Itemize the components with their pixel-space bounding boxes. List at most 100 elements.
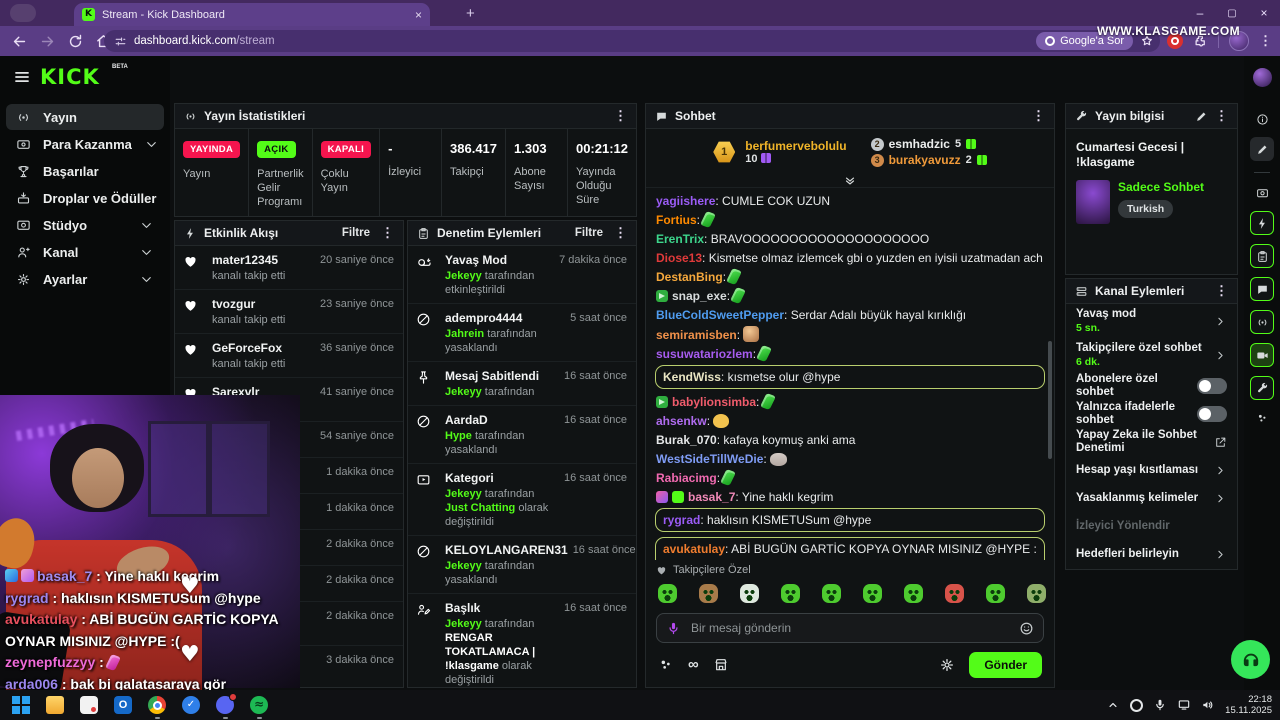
chat-username[interactable]: Burak_070 (656, 433, 717, 447)
toggle-3[interactable] (1197, 406, 1227, 422)
identity-dots-icon[interactable] (658, 657, 674, 673)
message-input[interactable] (689, 620, 1011, 636)
moderation-row[interactable]: Kategori Jekeyy tarafından Just Chatting… (408, 464, 636, 536)
chat-username[interactable]: babylionsimba (672, 395, 757, 409)
activity-menu-icon[interactable]: ⋮ (381, 225, 394, 240)
category-thumbnail[interactable] (1076, 180, 1110, 224)
chat-username[interactable]: yagiishere (656, 194, 716, 208)
channel-action-1[interactable]: Takipçilere özel sohbet 6 dk. (1066, 338, 1237, 372)
reload-icon[interactable] (67, 33, 84, 50)
chat-username[interactable]: DestanBing (656, 270, 723, 284)
extensions-puzzle-icon[interactable] (1193, 34, 1208, 49)
tab-close-icon[interactable]: × (414, 7, 422, 22)
send-button[interactable]: Gönder (969, 652, 1042, 678)
quick-emote-zombie[interactable] (1027, 584, 1046, 603)
window-minimize-button[interactable]: – (1196, 6, 1204, 20)
channel-actions-menu-icon[interactable]: ⋮ (1215, 283, 1228, 298)
microphone-icon[interactable] (666, 621, 681, 636)
hamburger-menu-icon[interactable] (13, 68, 31, 86)
back-icon[interactable] (11, 33, 28, 50)
channel-action-4[interactable]: Yapay Zeka ile Sohbet Denetimi (1066, 428, 1237, 456)
quick-emote-calm[interactable] (781, 584, 800, 603)
chat-username[interactable]: rygrad (663, 513, 701, 527)
leaderboard-collapse-button[interactable] (646, 175, 1054, 188)
taskbar-discord-icon[interactable] (216, 693, 237, 719)
sidebar-item-6[interactable]: Ayarlar (6, 266, 164, 292)
rail-wrench-button[interactable] (1250, 376, 1274, 400)
window-close-button[interactable]: × (1260, 6, 1268, 20)
sidebar-item-1[interactable]: Para Kazanma (6, 131, 164, 157)
window-maximize-button[interactable]: ▢ (1227, 7, 1237, 19)
moderation-row[interactable]: Mesaj Sabitlendi Jekeyy tarafından 16 sa… (408, 362, 636, 406)
rail-video-button[interactable] (1250, 343, 1274, 367)
volume-icon[interactable] (1201, 698, 1215, 712)
rail-studio-button[interactable] (1250, 184, 1274, 202)
tray-chevron-icon[interactable] (1106, 698, 1120, 712)
channel-action-3[interactable]: Yalnızca ifadelerle sohbet (1066, 400, 1237, 428)
taskbar-explorer-icon[interactable] (46, 696, 64, 714)
moderation-filter-button[interactable]: Filtre (574, 227, 603, 239)
browser-menu-icon[interactable]: ⋮ (1259, 33, 1272, 48)
sidebar-item-2[interactable]: Başarılar (6, 158, 164, 184)
channel-action-0[interactable]: Yavaş mod 5 sn. (1066, 304, 1237, 338)
chat-username[interactable]: Rabiacimg (656, 471, 717, 485)
bookmark-star-icon[interactable] (1140, 34, 1154, 48)
taskbar-spotify-icon[interactable] (250, 696, 268, 719)
rail-broadcast-button[interactable] (1250, 310, 1274, 334)
stream-info-menu-icon[interactable]: ⋮ (1215, 108, 1228, 123)
moderation-row[interactable]: Yavaş Mod Jekeyy tarafından etkinleştiri… (408, 246, 636, 304)
quick-emote-dj[interactable] (822, 584, 841, 603)
quick-emote-happy[interactable] (904, 584, 923, 603)
browser-tab[interactable]: K Stream - Kick Dashboard × (74, 3, 430, 26)
avatar[interactable] (1252, 68, 1272, 87)
emote-picker-icon[interactable] (1019, 621, 1034, 636)
channel-action-8[interactable]: Hedefleri belirleyin (1066, 540, 1237, 568)
sidebar-item-4[interactable]: Stüdyo (6, 212, 164, 238)
chat-settings-gear-icon[interactable] (939, 657, 955, 673)
chat-username[interactable]: Fortius (656, 213, 697, 227)
chat-username[interactable]: KendWiss (663, 370, 721, 384)
chat-menu-icon[interactable]: ⋮ (1032, 108, 1045, 123)
sidebar-item-0[interactable]: Yayın (6, 104, 164, 130)
recorder-extension-icon[interactable] (1167, 33, 1183, 49)
taskbar-notes-icon[interactable] (80, 696, 98, 714)
rail-dots-button[interactable] (1250, 409, 1274, 427)
moderation-row[interactable]: adempro4444 Jahrein tarafından yasakland… (408, 304, 636, 362)
moderation-row[interactable]: Başlık Jekeyy tarafından RENGAR TOKATLAM… (408, 594, 636, 687)
rail-lightning-button[interactable] (1250, 211, 1274, 235)
forward-icon[interactable] (39, 33, 56, 50)
chat-username[interactable]: WestSideTillWeDie (656, 452, 764, 466)
display-tray-icon[interactable] (1177, 698, 1191, 712)
address-bar[interactable]: dashboard.kick.com/stream Google'a Sor (104, 30, 1160, 52)
taskbar-outlook-icon[interactable] (114, 696, 132, 714)
chat-username[interactable]: Diose13 (656, 251, 703, 265)
new-tab-button[interactable]: + (466, 5, 475, 22)
quick-emote-toast[interactable] (699, 584, 718, 603)
chat-scrollbar[interactable] (1048, 341, 1052, 459)
site-settings-icon[interactable] (114, 35, 127, 48)
stats-menu-icon[interactable]: ⋮ (614, 108, 627, 123)
sidebar-item-3[interactable]: Droplar ve Ödüller (6, 185, 164, 211)
activity-row[interactable]: tvozgur kanalı takip etti 23 saniye önce (175, 290, 403, 334)
rail-pencil-button[interactable] (1250, 137, 1274, 161)
chat-username[interactable]: basak_7 (688, 490, 736, 504)
moderation-menu-icon[interactable]: ⋮ (614, 225, 627, 240)
quick-emote-alien[interactable] (740, 584, 759, 603)
quick-emote-clown[interactable] (945, 584, 964, 603)
capture-tray-icon[interactable] (1130, 698, 1144, 712)
edit-pencil-icon[interactable] (1195, 110, 1208, 123)
rail-chat-button[interactable] (1250, 277, 1274, 301)
taskbar-chrome-icon[interactable] (148, 696, 166, 719)
chat-username[interactable]: snap_exe (672, 289, 727, 303)
rail-clipboard-button[interactable] (1250, 244, 1274, 268)
mic-tray-icon[interactable] (1153, 698, 1167, 712)
language-tag[interactable]: Turkish (1118, 200, 1174, 218)
activity-filter-button[interactable]: Filtre (341, 227, 370, 239)
moderation-row[interactable]: AardaD Hype tarafından yasaklandı 16 saa… (408, 406, 636, 464)
moderation-row[interactable]: KELOYLANGAREN31 Jekeyy tarafından yasakl… (408, 536, 636, 594)
taskbar-todo-icon[interactable] (182, 696, 200, 714)
activity-row[interactable]: mater12345 kanalı takip etti 20 saniye ö… (175, 246, 403, 290)
quick-emote-smile[interactable] (863, 584, 882, 603)
chat-username[interactable]: avukatulay (663, 542, 726, 556)
browser-profile-avatar[interactable] (1229, 31, 1249, 51)
